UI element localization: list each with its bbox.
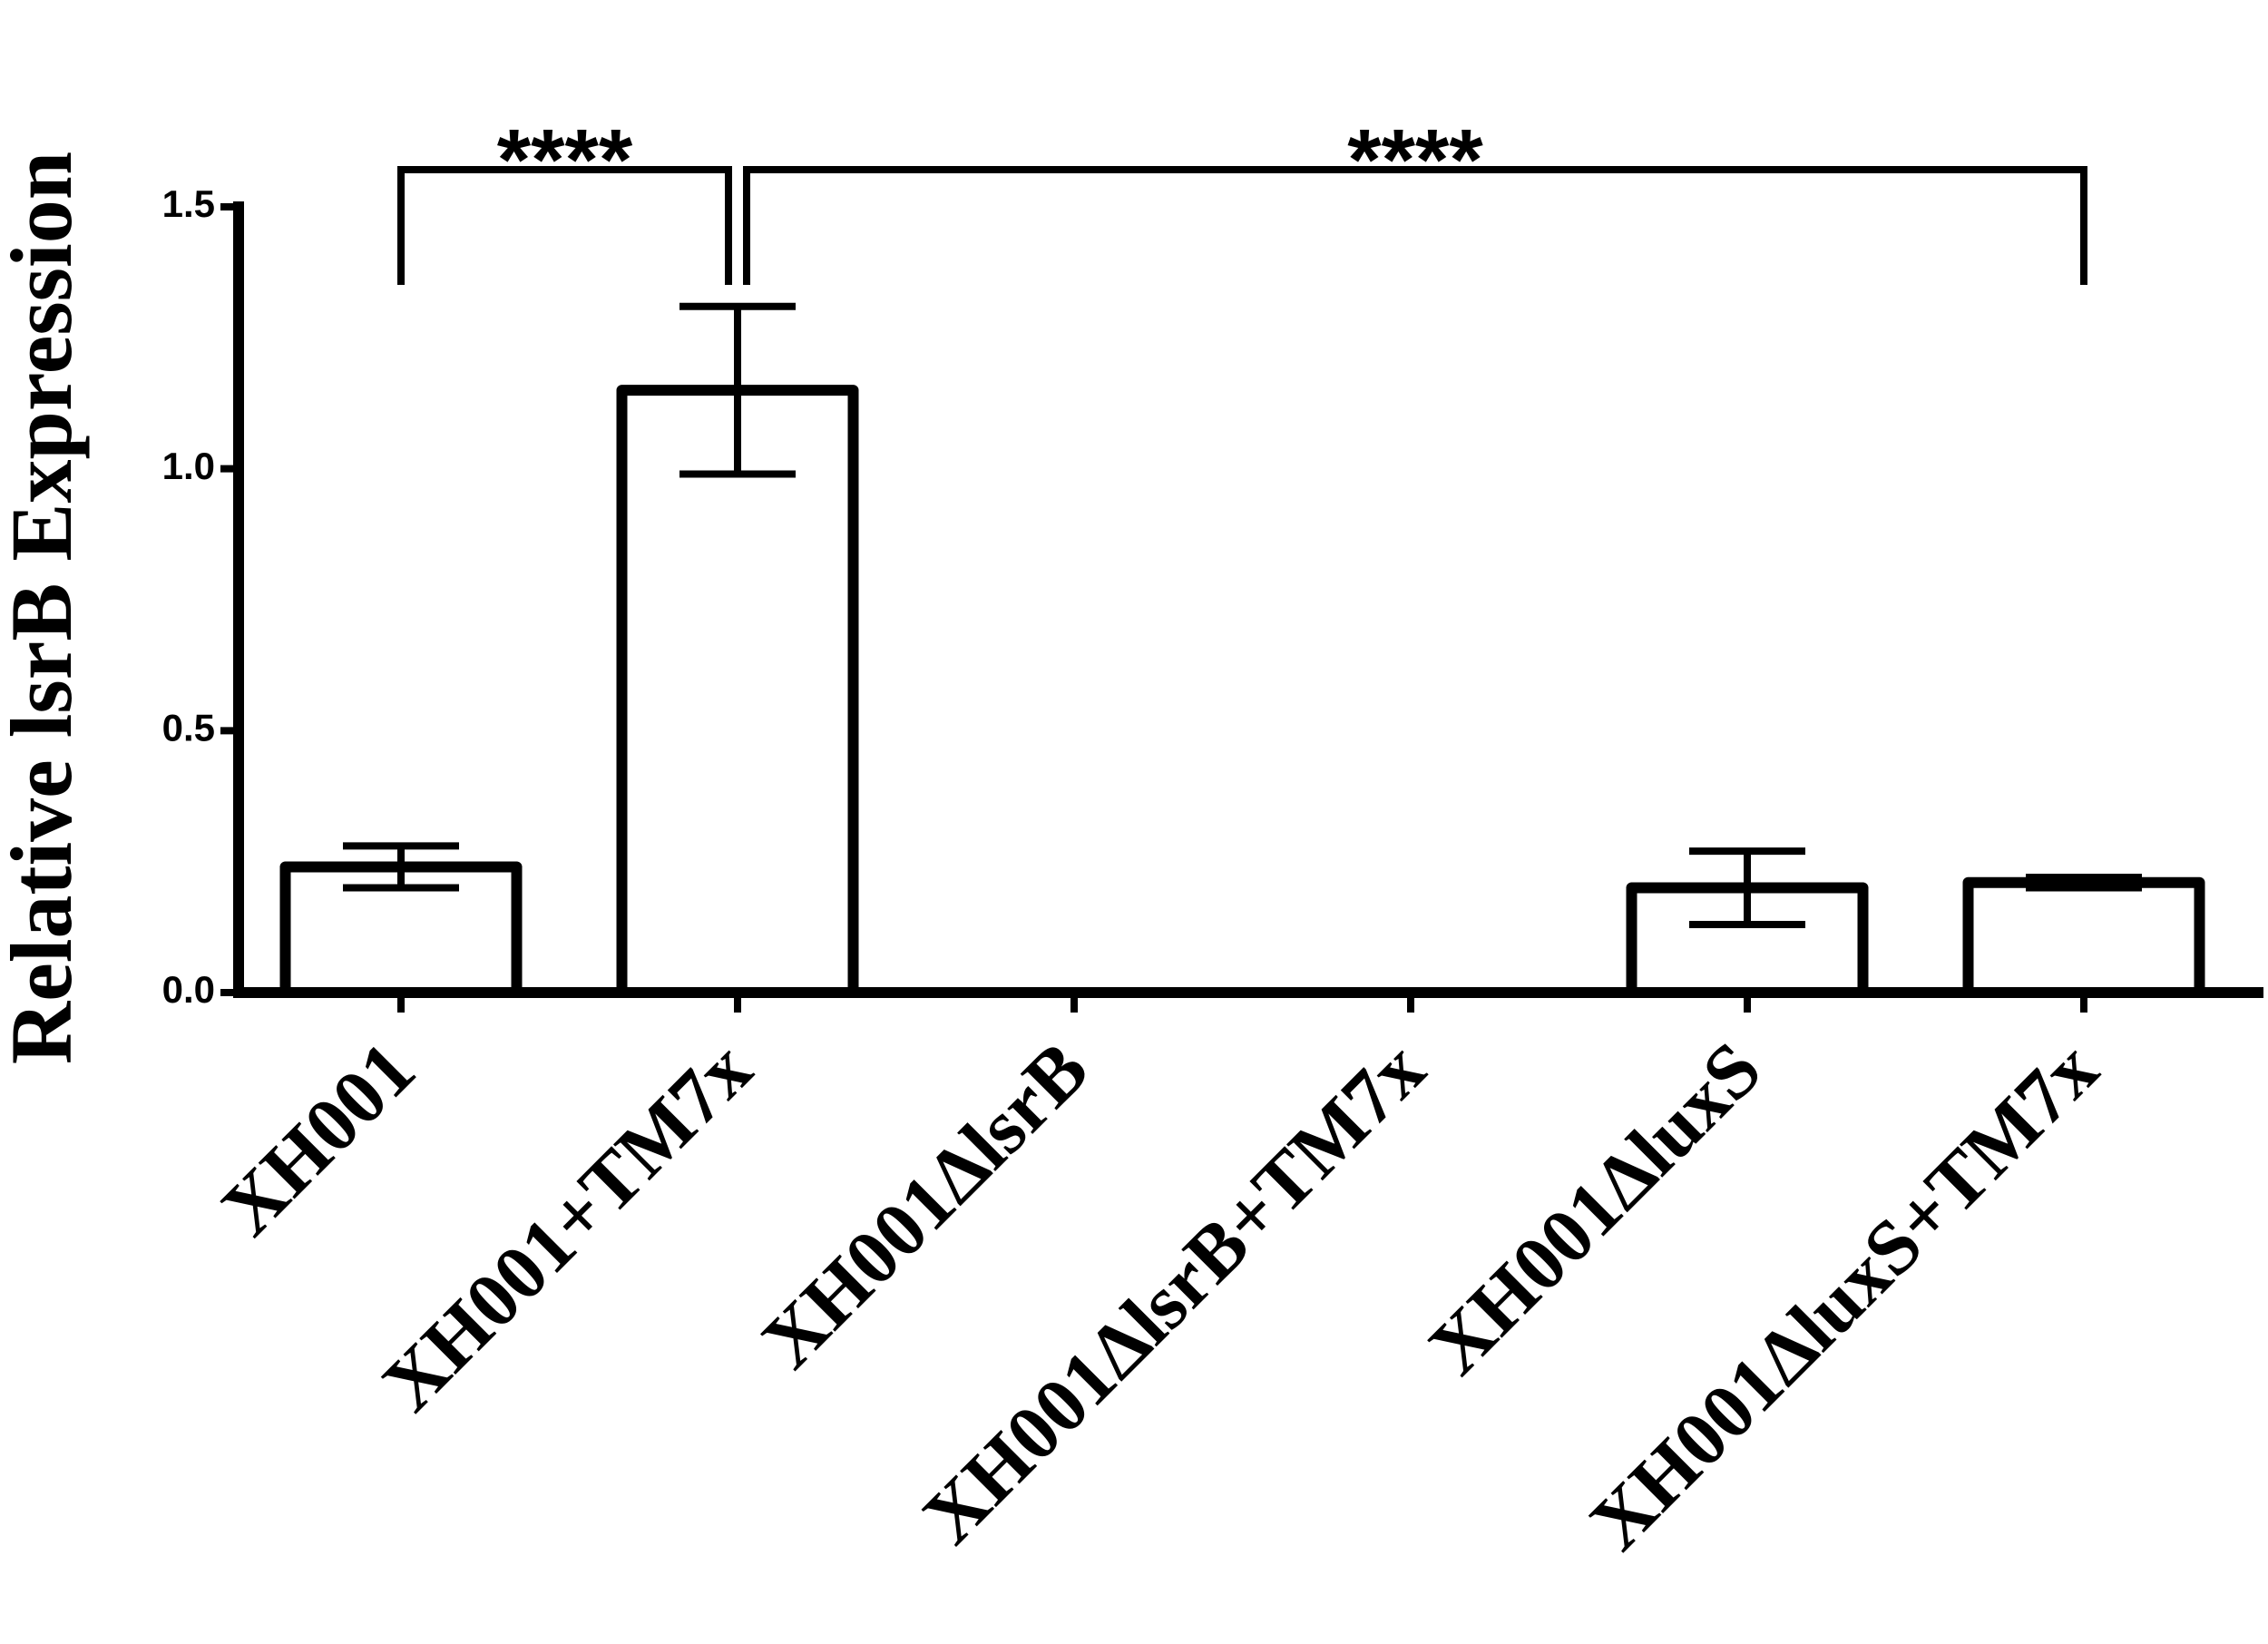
y-tick-label: 1.0 <box>162 445 215 487</box>
y-axis-label: Relative lsrB Expression <box>0 152 90 1064</box>
bar <box>1962 876 2205 999</box>
significance-label: **** <box>497 112 633 209</box>
x-tick-label: XH001ΔluxS <box>1412 1025 1777 1391</box>
significance-label: **** <box>1347 112 1483 209</box>
bar <box>616 385 859 999</box>
x-tick-label: XH001 <box>204 1025 431 1252</box>
x-tick-label: XH001ΔlsrB <box>745 1025 1105 1385</box>
y-tick-label: 0.5 <box>162 706 215 749</box>
y-tick-label: 0.0 <box>162 968 215 1011</box>
significance-bracket <box>743 166 2087 285</box>
significance-bracket <box>397 166 732 285</box>
y-tick-label: 1.5 <box>162 182 215 225</box>
